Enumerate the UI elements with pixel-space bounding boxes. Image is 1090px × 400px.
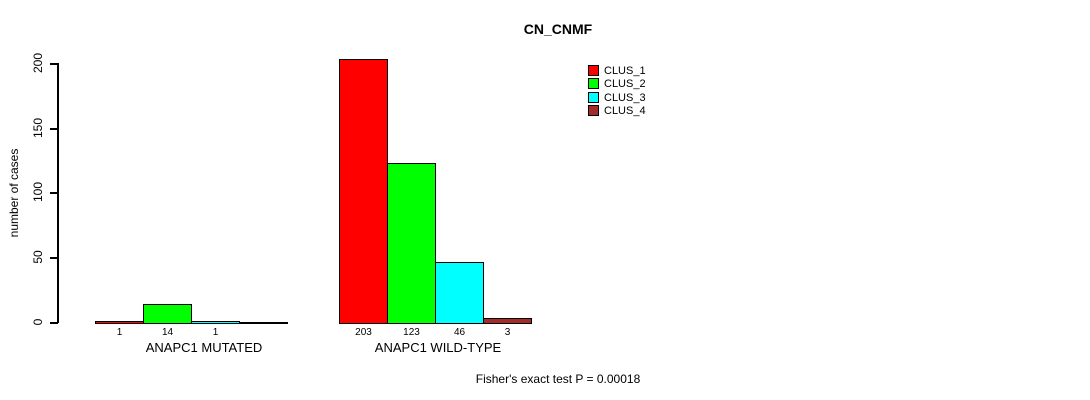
legend-label-clus_3: CLUS_3 [604, 91, 646, 104]
y-tick-label: 100 [31, 181, 45, 203]
bar-clus_2-group1 [143, 304, 192, 324]
bar-clus_3-group1 [191, 321, 240, 324]
bar-clus_2-group2 [387, 163, 436, 324]
bar-clus_4-group1 [239, 322, 288, 324]
y-axis-tick [50, 192, 58, 194]
bar-clus_4-group2 [483, 318, 532, 324]
bar-clus_1-group2 [339, 59, 388, 324]
y-axis-tick [50, 63, 58, 65]
y-tick-label: 0 [31, 318, 45, 326]
y-axis-tick [50, 322, 58, 324]
bar-value-label: 46 [453, 327, 466, 338]
legend-swatch-clus_2 [588, 78, 599, 90]
y-tick-label: 50 [31, 250, 45, 264]
bar-value-label: 1 [116, 327, 123, 338]
y-axis-tick [50, 257, 58, 259]
bar-value-label: 14 [161, 327, 174, 338]
legend-swatch-clus_3 [588, 91, 599, 103]
bar-value-label: 123 [403, 327, 420, 338]
legend-label-clus_1: CLUS_1 [604, 65, 646, 77]
bar-value-label: 203 [355, 327, 372, 338]
y-axis-tick [50, 128, 58, 130]
legend-label-clus_4: CLUS_4 [604, 104, 646, 117]
fisher-test-annotation: Fisher's exact test P = 0.00018 [475, 372, 641, 386]
category-label-group2: ANAPC1 WILD-TYPE [374, 340, 502, 355]
category-label-group1: ANAPC1 MUTATED [145, 340, 263, 355]
bar-value-label: 3 [504, 327, 511, 338]
y-tick-label: 150 [31, 117, 45, 139]
legend-swatch-clus_4 [588, 104, 599, 116]
legend-label-clus_2: CLUS_2 [604, 78, 646, 91]
bar-value-label: 1 [212, 327, 219, 338]
y-tick-label: 200 [31, 52, 45, 74]
chart-title: CN_CNMF [523, 21, 593, 37]
bar-clus_3-group2 [435, 262, 484, 324]
bar-clus_1-group1 [95, 321, 144, 324]
legend-swatch-clus_1 [588, 65, 599, 76]
